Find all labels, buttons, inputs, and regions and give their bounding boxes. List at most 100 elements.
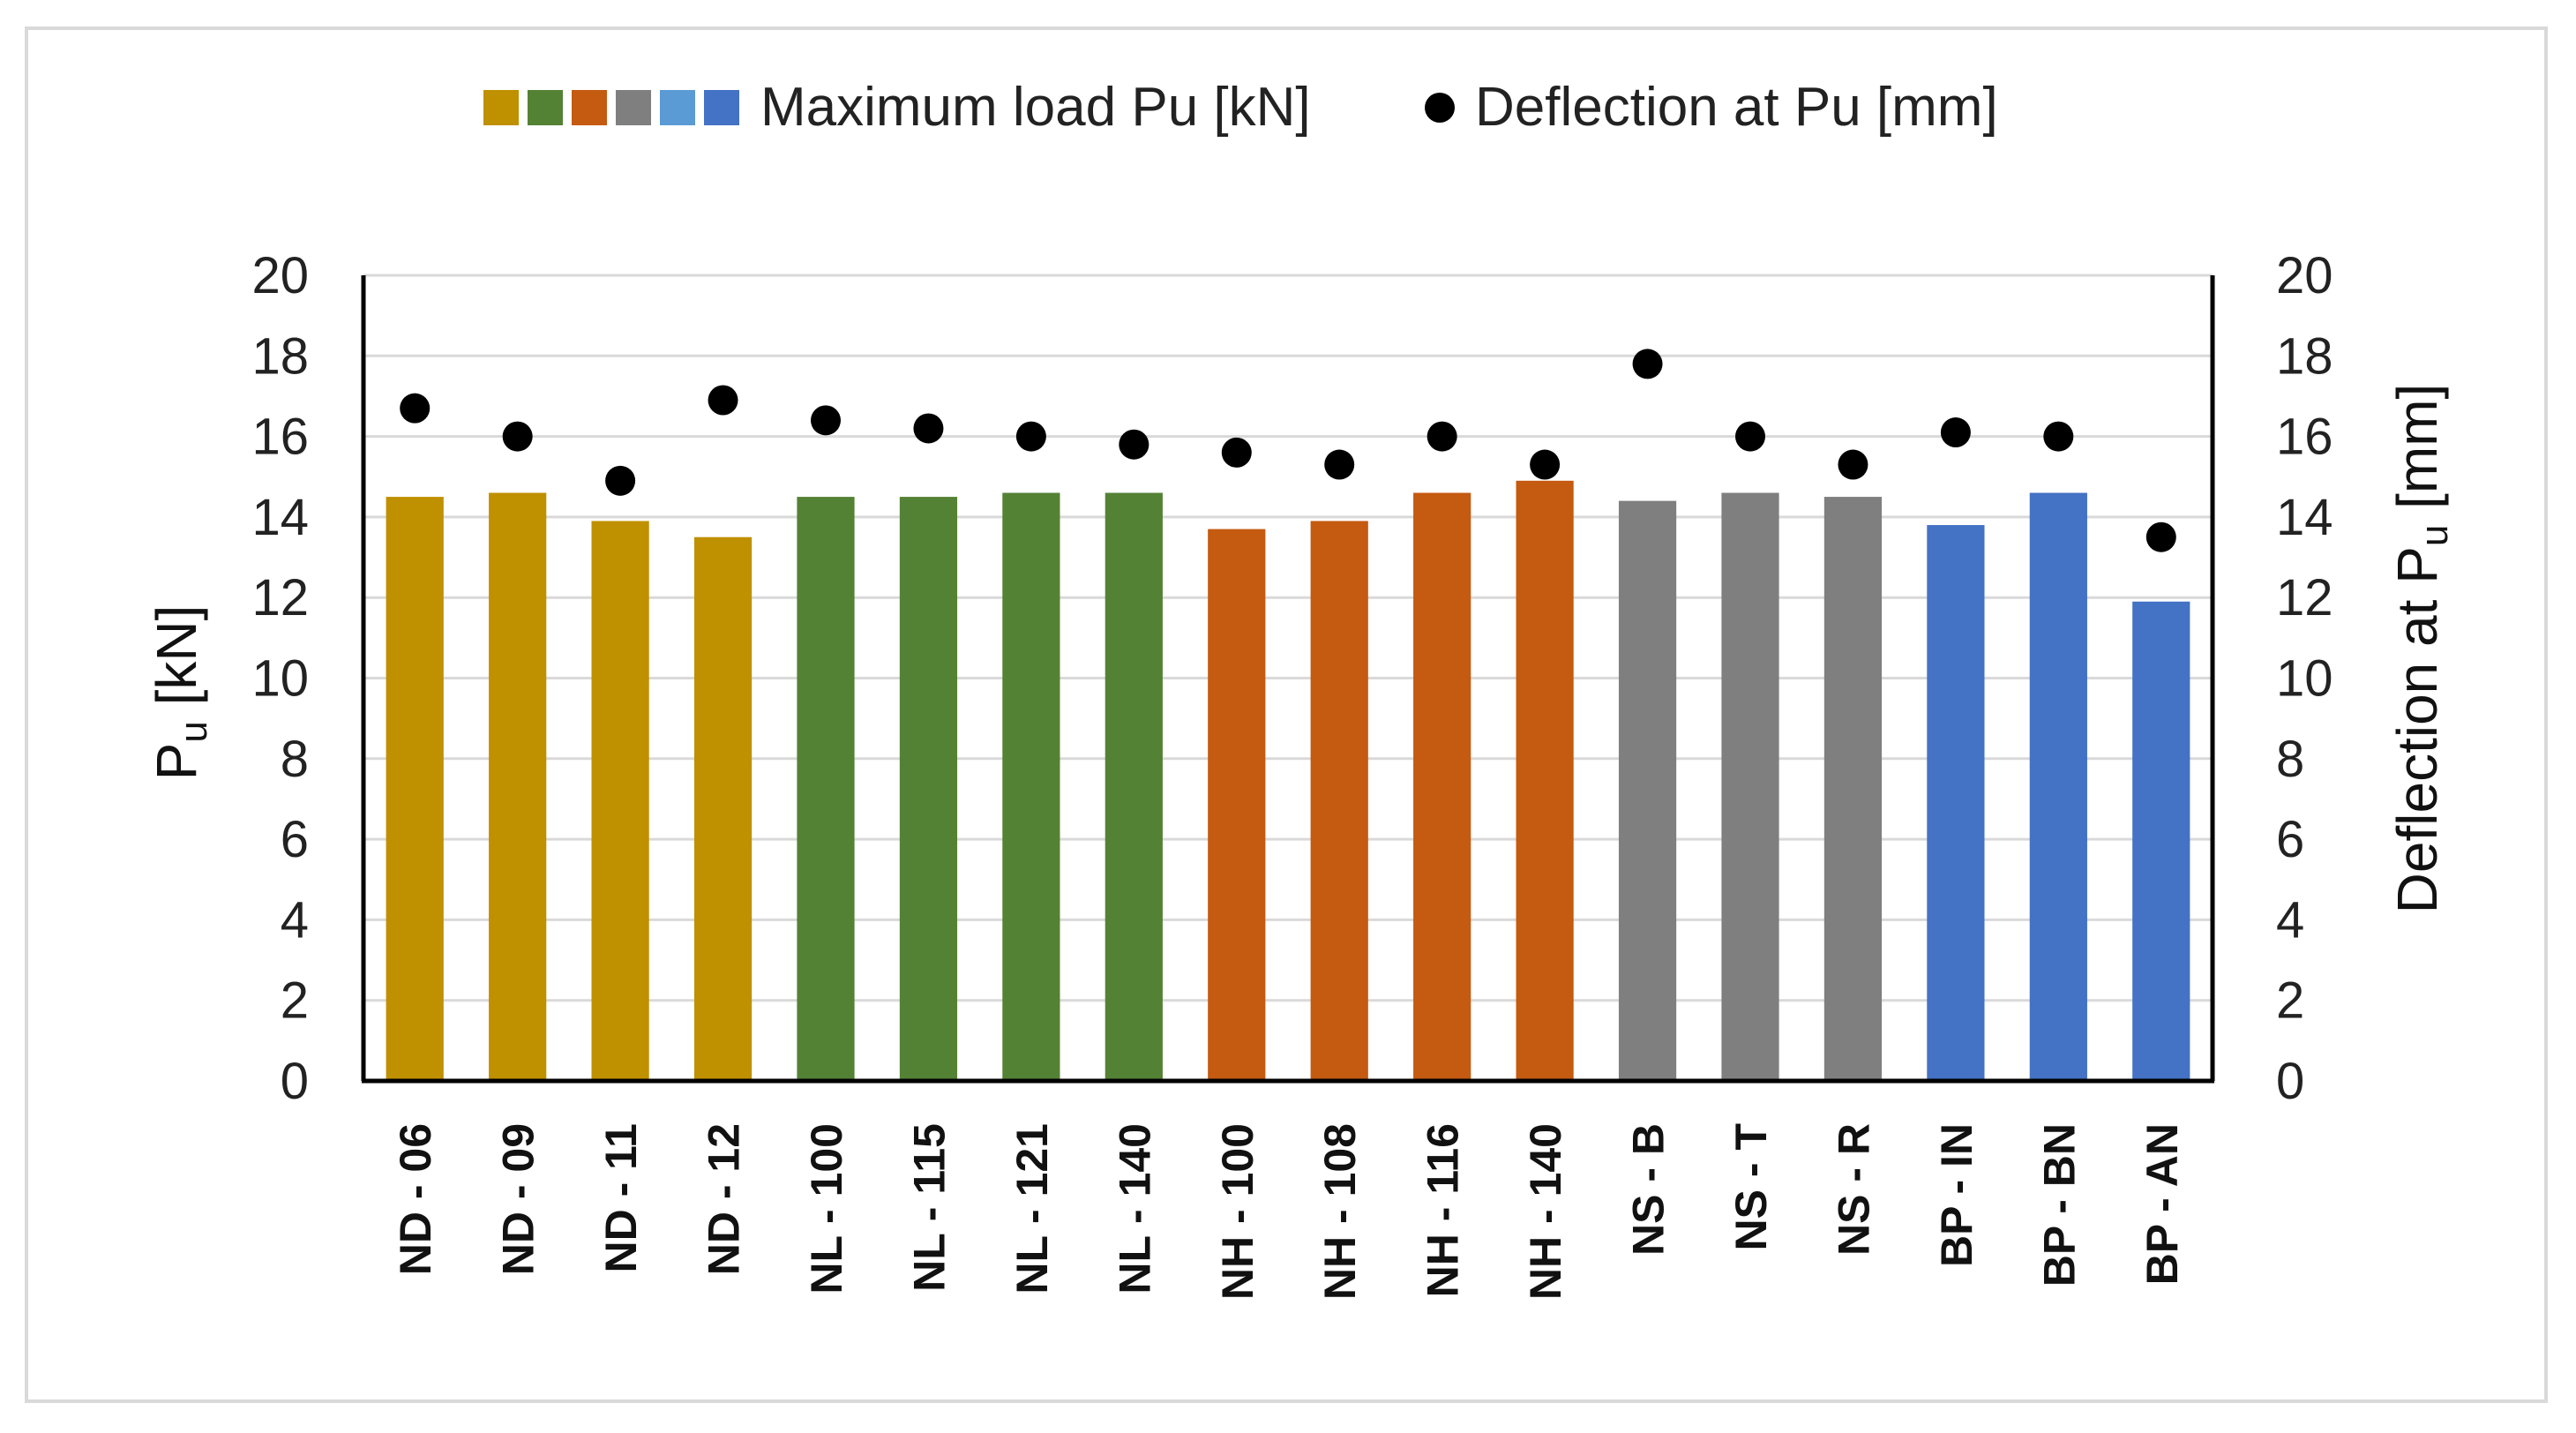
y-left-tick-label: 2 [281, 972, 309, 1030]
x-category-label: NH - 140 [1521, 1123, 1570, 1300]
y-right-tick-label: 16 [2276, 409, 2333, 466]
y-left-tick-label: 8 [281, 731, 309, 788]
y-left-title-rest: [kN] [145, 605, 208, 722]
x-category-label: NL - 121 [1007, 1123, 1057, 1294]
x-category-label: ND - 06 [391, 1123, 440, 1275]
legend: Maximum load Pu [kN] Deflection at Pu [m… [483, 77, 1998, 138]
point-nd-11 [605, 465, 636, 496]
y-right-tick-label: 20 [2276, 247, 2333, 304]
y-left-title-main: P [145, 743, 208, 781]
y-right-tick-label: 6 [2276, 811, 2304, 868]
bar-bp-bn [2029, 492, 2087, 1081]
chart-frame [25, 26, 2548, 1403]
x-category-label: NS - R [1829, 1123, 1878, 1256]
bar-nl-140 [1105, 492, 1163, 1081]
bar-nh-108 [1310, 521, 1368, 1081]
x-category-label: ND - 11 [596, 1123, 646, 1273]
y-right-axis-title: Deflection at Pu [mm] [2385, 384, 2456, 914]
y-left-tick-label: 20 [251, 247, 309, 304]
bar-nd-06 [386, 497, 444, 1081]
x-category-label: BP - IN [1932, 1123, 1981, 1267]
point-ns-b [1632, 349, 1663, 379]
y-right-tick-label: 14 [2276, 489, 2333, 546]
bar-nd-11 [591, 521, 649, 1081]
y-right-tick-label: 0 [2276, 1053, 2304, 1110]
legend-swatch [616, 90, 651, 125]
bar-nd-12 [693, 536, 753, 1081]
y-left-axis-title: Pu [kN] [145, 605, 215, 781]
point-nl-121 [1015, 421, 1046, 452]
legend-swatch [704, 90, 739, 125]
y-right-title-rest: [mm] [2385, 384, 2449, 525]
legend-bar-swatches [483, 90, 739, 125]
point-bp-an [2145, 521, 2176, 552]
point-nd-06 [400, 393, 431, 424]
y-right-title-sub: u [2413, 525, 2456, 546]
point-ns-r [1838, 449, 1868, 480]
point-bp-bn [2043, 421, 2074, 452]
x-category-label: BP - BN [2034, 1123, 2084, 1287]
point-nl-115 [913, 413, 944, 444]
point-nh-108 [1324, 449, 1355, 480]
legend-swatch [483, 90, 519, 125]
y-left-tick-label: 0 [281, 1053, 309, 1110]
bar-nh-116 [1413, 492, 1471, 1081]
x-category-label: NL - 100 [802, 1123, 851, 1294]
x-category-label: ND - 12 [700, 1123, 749, 1275]
y-right-tick-label: 4 [2276, 891, 2304, 949]
y-left-tick-label: 12 [251, 569, 309, 626]
scatter-series [400, 349, 2176, 552]
x-category-label: NH - 108 [1315, 1123, 1365, 1300]
y-right-tick-label: 18 [2276, 327, 2333, 385]
x-category-label: ND - 09 [494, 1123, 543, 1275]
y-right-title-main: Deflection at P [2385, 546, 2449, 913]
bar-nl-100 [797, 497, 855, 1081]
bar-bp-an [2132, 601, 2190, 1081]
x-category-label: NH - 100 [1213, 1123, 1262, 1300]
bar-series [386, 480, 2190, 1081]
x-category-label: NL - 140 [1110, 1123, 1159, 1294]
y-left-tick-label: 6 [281, 811, 309, 868]
axes [361, 275, 2215, 1084]
legend-bar-label: Maximum load Pu [kN] [760, 77, 1311, 138]
bar-nl-121 [1002, 492, 1060, 1081]
point-ns-t [1735, 421, 1765, 452]
bar-ns-b [1618, 500, 1677, 1081]
bar-nh-100 [1208, 529, 1266, 1081]
x-category-label: NL - 115 [904, 1123, 954, 1292]
y-left-tick-label: 18 [251, 327, 309, 385]
point-nh-100 [1221, 437, 1252, 468]
y-left-tick-label: 10 [251, 650, 309, 708]
y-right-ticks: 0 2 4 6 8 10 12 14 16 18 20 [2276, 247, 2333, 1110]
point-bp-in [1940, 417, 1971, 448]
y-right-tick-label: 8 [2276, 731, 2304, 788]
bar-ns-t [1721, 492, 1779, 1081]
bar-nl-115 [899, 497, 958, 1081]
point-nd-12 [708, 385, 738, 416]
y-left-title-sub: u [172, 721, 215, 742]
legend-scatter-marker [1425, 93, 1455, 123]
legend-swatch [528, 90, 563, 125]
x-category-labels: ND - 06 ND - 09 ND - 11 ND - 12 NL - 100 NL -… [391, 1123, 2187, 1300]
y-right-tick-label: 2 [2276, 972, 2304, 1030]
point-nh-140 [1530, 449, 1561, 480]
y-left-tick-label: 4 [281, 891, 309, 949]
y-right-tick-label: 10 [2276, 650, 2333, 708]
point-nl-140 [1119, 429, 1149, 460]
legend-swatch [660, 90, 695, 125]
legend-scatter-label: Deflection at Pu [mm] [1475, 77, 1998, 138]
x-category-label: BP - AN [2138, 1123, 2187, 1285]
gridlines [363, 274, 2213, 1002]
x-category-label: NS - T [1726, 1123, 1776, 1250]
legend-swatch [572, 90, 607, 125]
y-left-tick-label: 14 [251, 489, 309, 546]
y-left-tick-label: 16 [251, 409, 309, 466]
y-right-tick-label: 12 [2276, 569, 2333, 626]
bar-nh-140 [1516, 480, 1574, 1081]
y-left-ticks: 0 2 4 6 8 10 12 14 16 18 20 [251, 247, 309, 1110]
point-nl-100 [811, 405, 841, 436]
point-nd-09 [502, 421, 533, 452]
x-category-label: NH - 116 [1419, 1123, 1468, 1297]
bar-bp-in [1927, 525, 1985, 1081]
